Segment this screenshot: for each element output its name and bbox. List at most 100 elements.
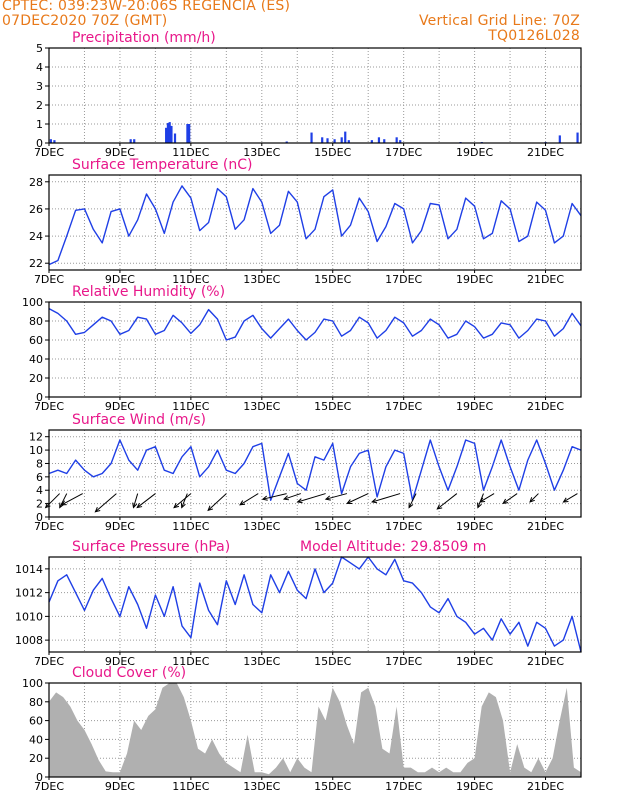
y-tick-label: 26 xyxy=(29,203,43,216)
y-tick-label: 0 xyxy=(36,511,43,524)
x-tick-label: 9DEC xyxy=(105,146,135,159)
x-tick-label: 11DEC xyxy=(172,273,209,286)
precip-bar xyxy=(186,124,189,143)
wind-vector xyxy=(262,493,287,500)
wind-vector-head xyxy=(180,502,186,509)
wind-vector-head xyxy=(296,498,303,504)
precip-bar xyxy=(49,139,52,143)
wind-vector-head xyxy=(479,497,486,503)
y-tick-label: 6 xyxy=(36,471,43,484)
y-tick-label: 2 xyxy=(36,99,43,112)
x-tick-label: 9DEC xyxy=(105,655,135,668)
wind-vector xyxy=(479,493,495,503)
y-tick-label: 1008 xyxy=(15,634,43,647)
x-tick-label: 21DEC xyxy=(527,520,564,533)
x-tick-label: 21DEC xyxy=(527,146,564,159)
wind-vector-head xyxy=(371,498,378,504)
cloud-cover-area xyxy=(49,683,581,777)
wind-vector xyxy=(325,493,348,500)
x-tick-label: 15DEC xyxy=(314,780,351,793)
y-tick-label: 1010 xyxy=(15,610,43,623)
wind-vector xyxy=(346,493,369,504)
precip-bar xyxy=(370,140,373,143)
wind-vector xyxy=(297,493,326,503)
plot-frame xyxy=(48,682,582,778)
wind-series-line xyxy=(48,439,582,501)
cloud-title: Cloud Cover (%) xyxy=(72,665,186,681)
wind-vector xyxy=(61,493,83,506)
y-tick-label: 20 xyxy=(29,372,43,385)
header-station: CPTEC: 039:23W-20:06S REGENCIA (ES) xyxy=(2,0,291,14)
temp-title: Surface Temperature (nC) xyxy=(72,157,253,173)
precip-bar xyxy=(165,127,168,143)
wind-vector-head xyxy=(261,495,268,501)
x-tick-label: 15DEC xyxy=(314,400,351,413)
x-tick-label: 9DEC xyxy=(105,273,135,286)
x-tick-label: 19DEC xyxy=(456,520,493,533)
x-tick-label: 7DEC xyxy=(34,780,64,793)
wind-vector xyxy=(408,493,417,508)
wind-vector-head xyxy=(282,495,290,501)
pressure-panel: 1008 1010 1012 1014 7DEC 9DEC 11DEC 13DEC 15DEC 1… xyxy=(15,539,582,668)
temp-panel: 22 24 26 28 7DEC 9DEC 11DEC 13DEC 15DEC 17DEC 19DE… xyxy=(29,157,582,286)
y-tick-label: 60 xyxy=(29,715,43,728)
wind-vector-head xyxy=(346,499,353,504)
wind-vector-head xyxy=(94,506,101,513)
y-tick-label: 5 xyxy=(36,42,43,55)
x-tick-label: 7DEC xyxy=(34,520,64,533)
y-tick-label: 100 xyxy=(22,677,43,690)
header-model-code: TQ0126L028 xyxy=(488,28,580,44)
y-tick-label: 10 xyxy=(29,444,43,457)
precip-bar xyxy=(133,139,136,143)
wind-vector-head xyxy=(408,502,414,509)
plot-frame xyxy=(48,556,582,653)
y-tick-label: 20 xyxy=(29,752,43,765)
x-tick-label: 15DEC xyxy=(314,520,351,533)
wind-vector-head xyxy=(324,495,331,501)
x-tick-label: 19DEC xyxy=(456,273,493,286)
x-tick-label: 19DEC xyxy=(456,780,493,793)
x-tick-label: 11DEC xyxy=(172,146,209,159)
x-tick-label: 7DEC xyxy=(34,400,64,413)
x-tick-label: 7DEC xyxy=(34,655,64,668)
x-tick-label: 15DEC xyxy=(314,146,351,159)
y-tick-label: 24 xyxy=(29,230,43,243)
x-tick-label: 13DEC xyxy=(243,273,280,286)
wind-vector-head xyxy=(562,497,569,503)
precip-bar xyxy=(321,137,324,143)
wind-vector xyxy=(239,493,259,506)
precip-bar xyxy=(285,141,288,143)
y-tick-label: 0 xyxy=(36,771,43,784)
x-tick-label: 17DEC xyxy=(385,400,422,413)
y-tick-label: 60 xyxy=(29,334,43,347)
precip-bar xyxy=(399,140,402,143)
wind-vector-head xyxy=(60,500,67,506)
wind-vector xyxy=(181,493,188,508)
y-tick-label: 3 xyxy=(36,80,43,93)
plot-frame xyxy=(48,47,582,144)
precip-bar xyxy=(377,137,381,143)
wind-vector-head xyxy=(207,505,214,512)
precip-bar xyxy=(173,133,177,143)
header-run-time: 07DEC2020 70Z (GMT) xyxy=(2,13,168,29)
wind-vector xyxy=(45,493,60,508)
wind-vector-head xyxy=(436,504,443,510)
precip-bar xyxy=(340,137,343,143)
wind-vector xyxy=(502,493,518,504)
y-tick-label: 12 xyxy=(29,431,43,444)
wind-vector xyxy=(95,493,117,513)
x-tick-label: 7DEC xyxy=(34,146,64,159)
header-grid-line: Vertical Grid Line: 70Z xyxy=(418,13,580,29)
wind-vector xyxy=(563,493,578,503)
y-tick-label: 80 xyxy=(29,315,43,328)
plot-frame xyxy=(48,301,582,398)
precip-bar xyxy=(310,132,313,143)
wind-vector-head xyxy=(477,502,482,509)
y-tick-label: 0 xyxy=(36,137,43,150)
precip-bar xyxy=(188,124,191,143)
y-tick-label: 28 xyxy=(29,176,43,189)
wind-vector-head xyxy=(136,502,143,509)
x-tick-label: 19DEC xyxy=(456,146,493,159)
rh-panel: 0 20 40 60 80 100 7DEC 9DEC 11DEC 13DEC 15DEC 17DEC… xyxy=(22,284,582,413)
